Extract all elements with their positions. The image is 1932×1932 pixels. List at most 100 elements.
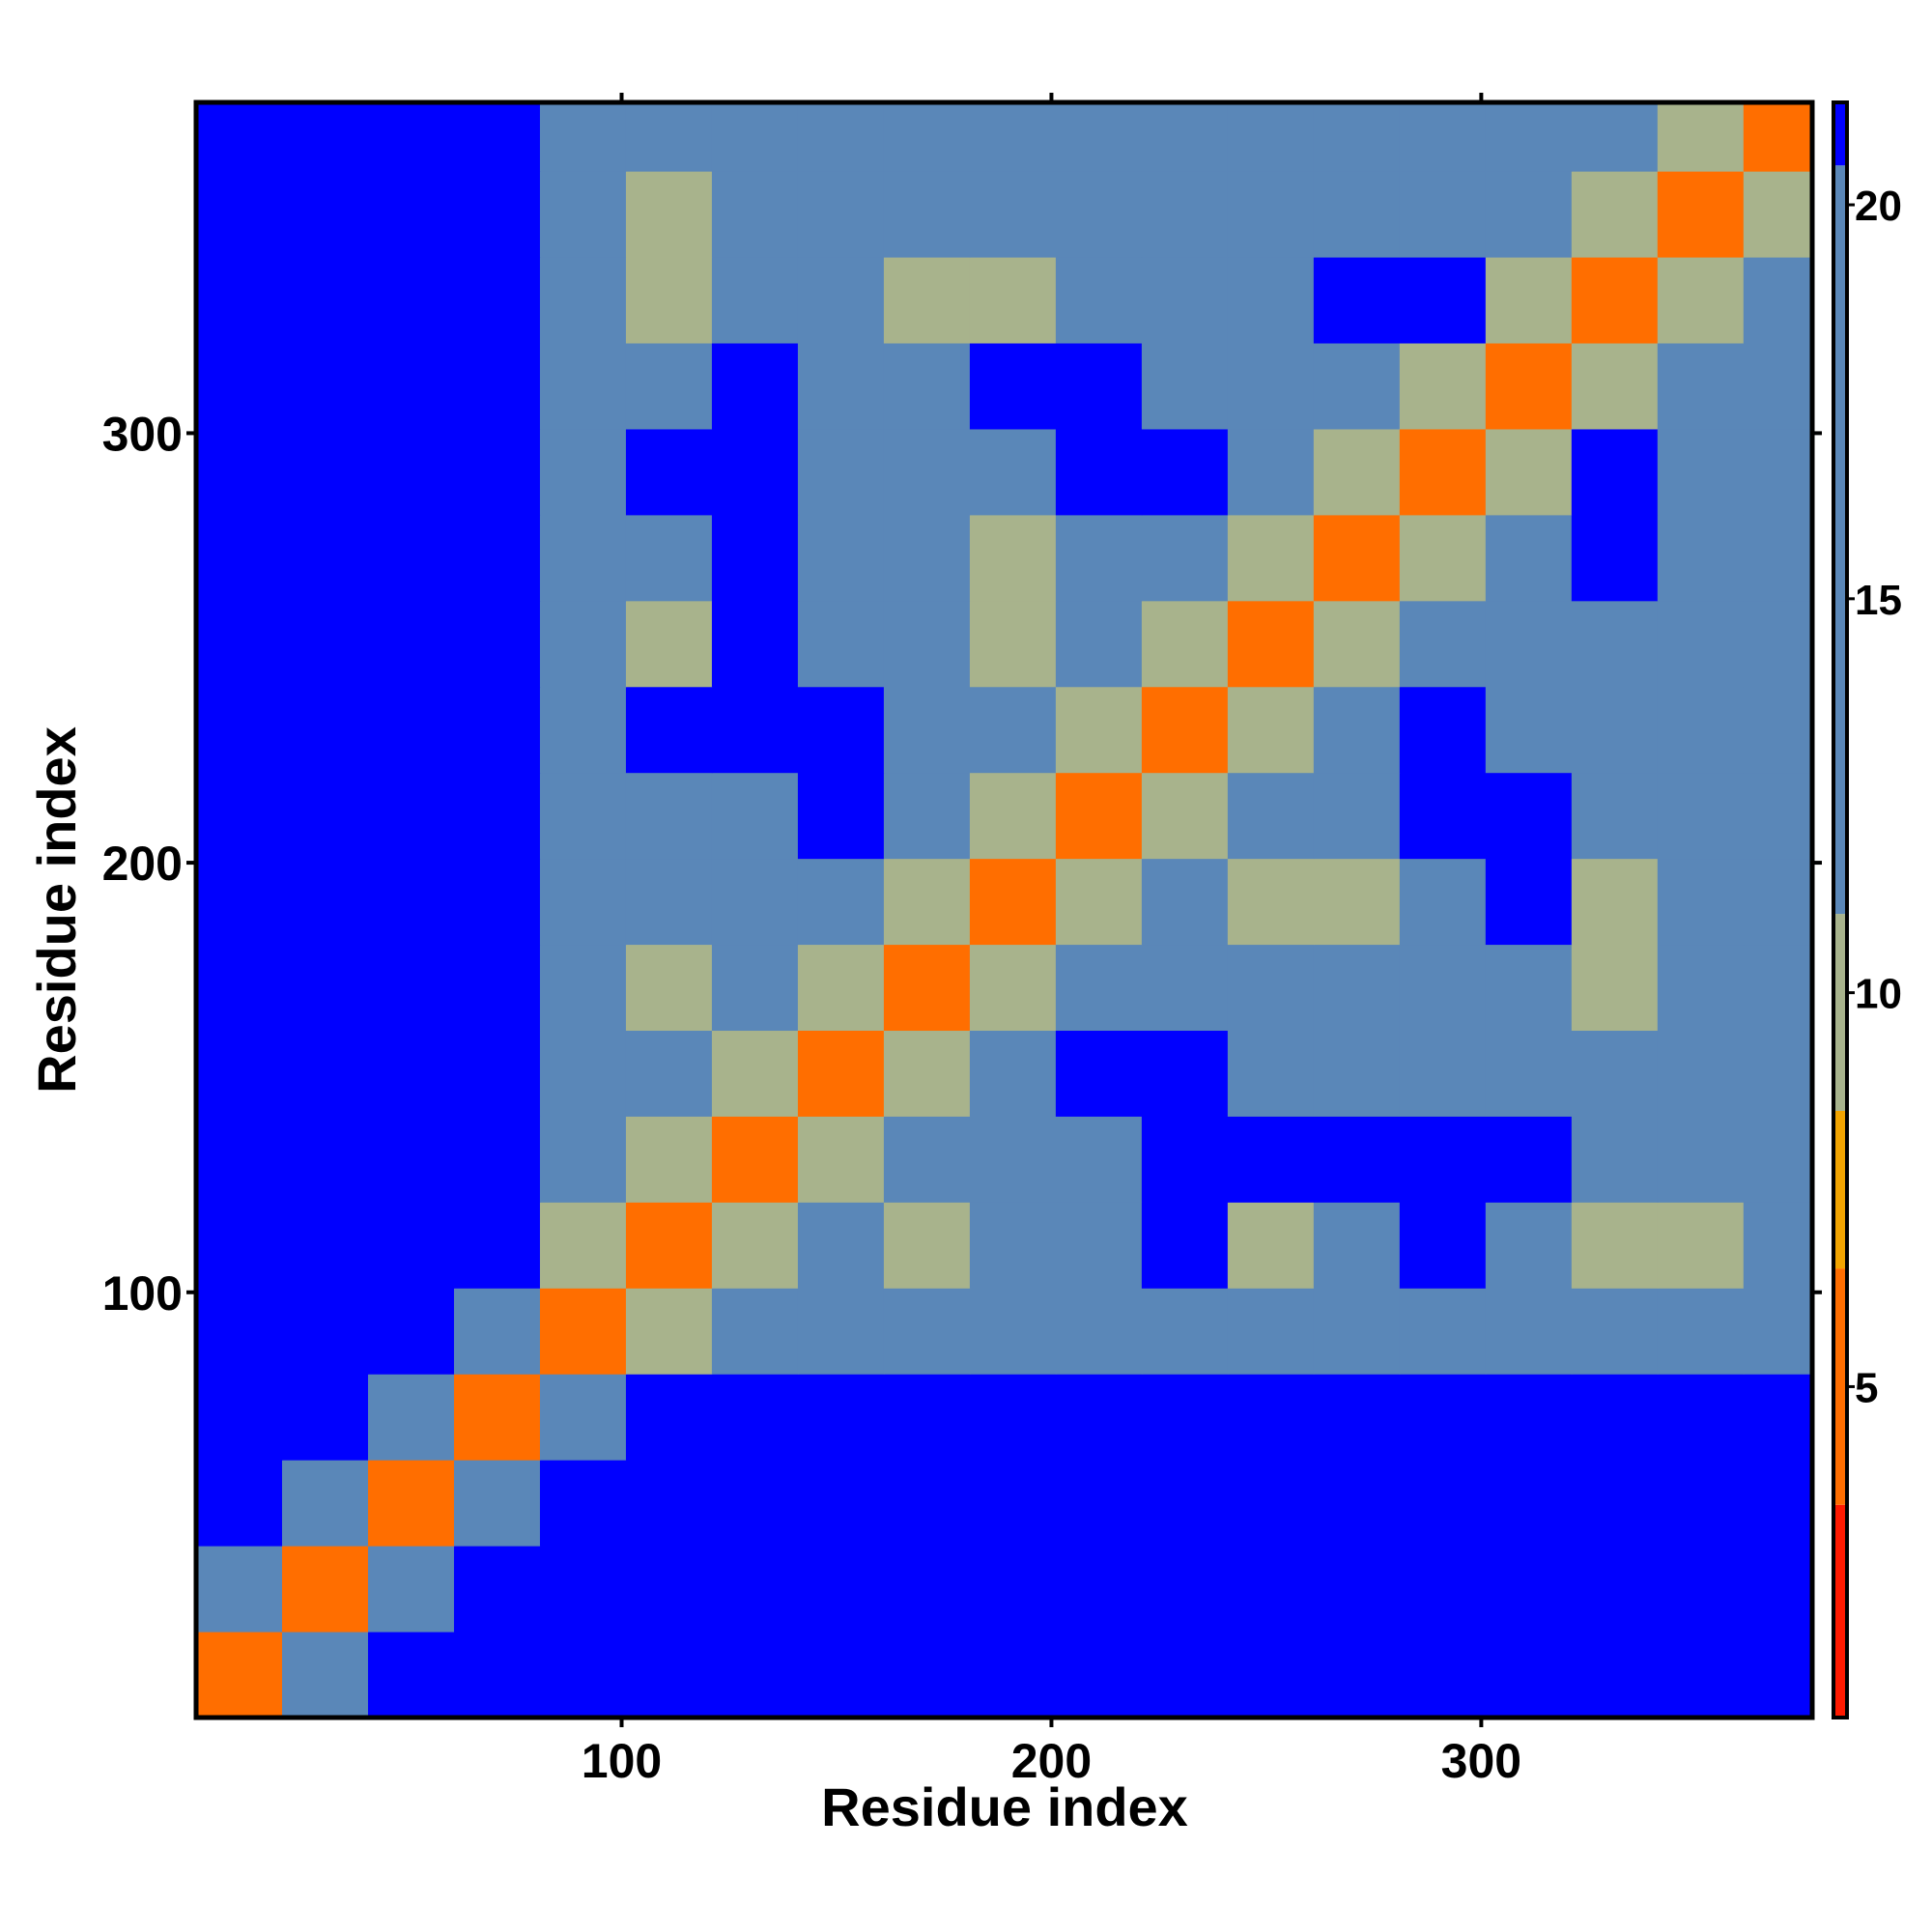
heatmap-cell [453, 343, 541, 430]
heatmap-cell [1485, 343, 1573, 430]
heatmap-cell [625, 257, 713, 344]
heatmap-cell [1743, 1288, 1813, 1375]
heatmap-cell [1657, 858, 1745, 946]
heatmap-cell [711, 1546, 799, 1633]
heatmap-cell [625, 1374, 713, 1461]
heatmap-cell [797, 102, 885, 172]
heatmap-cell [625, 858, 713, 946]
heatmap-cell [453, 1546, 541, 1633]
heatmap-cell [453, 600, 541, 688]
heatmap-cell [453, 944, 541, 1032]
heatmap-cell [196, 600, 283, 688]
heatmap-cell [969, 428, 1057, 516]
heatmap-cell [539, 1202, 627, 1289]
heatmap-cell [1399, 944, 1487, 1032]
heatmap-cell [1313, 1546, 1401, 1633]
heatmap-cell [281, 944, 369, 1032]
colorbar-segment [1833, 1110, 1847, 1269]
heatmap-cell [883, 686, 971, 774]
heatmap-cell [1657, 514, 1745, 602]
heatmap-cell [196, 257, 283, 344]
heatmap-cell [1657, 1546, 1745, 1633]
heatmap-cell [1657, 1632, 1745, 1719]
heatmap-cell [281, 772, 369, 860]
heatmap-cell [1399, 772, 1487, 860]
heatmap-cell [1227, 1546, 1315, 1633]
heatmap-cell [625, 428, 713, 516]
heatmap-cell [1399, 1632, 1487, 1719]
heatmap-cell [281, 343, 369, 430]
colorbar-frame [1832, 100, 1849, 1719]
heatmap-cell [1141, 1030, 1229, 1117]
heatmap-cell [1141, 1546, 1229, 1633]
heatmap-cell [969, 343, 1057, 430]
heatmap-cell [1485, 944, 1573, 1032]
heatmap-cell [1743, 257, 1813, 344]
heatmap-cell [539, 257, 627, 344]
heatmap-cell [1743, 858, 1813, 946]
heatmap-cell [1227, 343, 1315, 430]
heatmap-cell [1055, 944, 1143, 1032]
heatmap-cell [1399, 1460, 1487, 1547]
y-tick-label: 300 [102, 407, 183, 461]
heatmap-cell [883, 514, 971, 602]
heatmap-cell [1055, 514, 1143, 602]
heatmap-cell [1485, 1116, 1573, 1203]
heatmap-cell [1399, 343, 1487, 430]
heatmap-cell [1571, 1202, 1659, 1289]
heatmap-cell [1743, 1546, 1813, 1633]
heatmap-cell [1227, 171, 1315, 258]
heatmap-cell [539, 1288, 627, 1375]
heatmap-cell [1485, 1374, 1573, 1461]
heatmap-cell [1055, 102, 1143, 172]
heatmap-cell [1141, 1632, 1229, 1719]
heatmap-cell [1743, 772, 1813, 860]
heatmap-cell [1227, 257, 1315, 344]
heatmap-cell [1743, 171, 1813, 258]
heatmap-cell [1141, 171, 1229, 258]
heatmap-cell [883, 102, 971, 172]
heatmap-cell [281, 1288, 369, 1375]
heatmap-cell [1227, 1116, 1315, 1203]
heatmap-cell [367, 257, 455, 344]
heatmap-cell [1141, 514, 1229, 602]
heatmap-cell [625, 1288, 713, 1375]
heatmap-cell [711, 1460, 799, 1547]
colorbar-segment [1833, 165, 1847, 915]
heatmap-cell [1055, 1116, 1143, 1203]
heatmap-cell [1055, 1374, 1143, 1461]
heatmap-cell [281, 102, 369, 172]
heatmap-cell [1571, 1632, 1659, 1719]
heatmap-cell [883, 1632, 971, 1719]
heatmap-cell [367, 102, 455, 172]
heatmap-cell [1227, 1288, 1315, 1375]
heatmap-cell [539, 428, 627, 516]
heatmap-cell [1743, 944, 1813, 1032]
heatmap-cell [1657, 772, 1745, 860]
heatmap-cell [539, 944, 627, 1032]
heatmap-cell [883, 1202, 971, 1289]
heatmap-cell [196, 171, 283, 258]
heatmap-cell [797, 1632, 885, 1719]
heatmap-cell [367, 1116, 455, 1203]
y-tick-label: 200 [102, 837, 183, 891]
heatmap-cell [453, 1632, 541, 1719]
heatmap-cell [1227, 1460, 1315, 1547]
heatmap-cell [625, 944, 713, 1032]
heatmap-cell [625, 171, 713, 258]
heatmap-cell [281, 1546, 369, 1633]
x-tick-label: 200 [1011, 1734, 1092, 1788]
heatmap-cell [196, 428, 283, 516]
heatmap-cell [1743, 1632, 1813, 1719]
heatmap-cell [883, 1374, 971, 1461]
heatmap-cell [883, 944, 971, 1032]
heatmap-cell [1399, 257, 1487, 344]
heatmap-cell [453, 686, 541, 774]
heatmap-cell [1657, 102, 1745, 172]
heatmap-cell [1399, 514, 1487, 602]
heatmap-cell [1227, 1030, 1315, 1117]
plot-frame [193, 99, 1815, 1720]
heatmap-cell [1743, 1202, 1813, 1289]
heatmap-cell [1743, 343, 1813, 430]
heatmap-cell [1141, 600, 1229, 688]
